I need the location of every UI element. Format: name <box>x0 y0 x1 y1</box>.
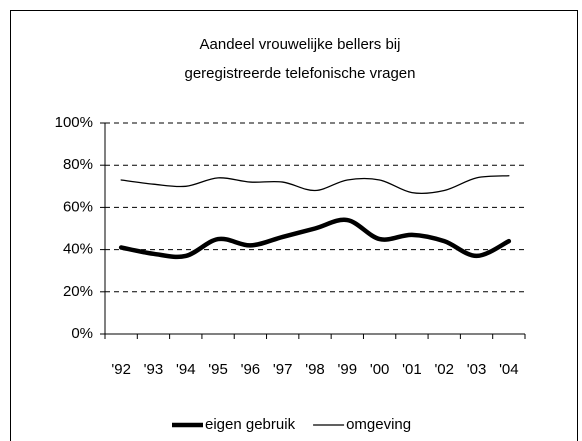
line-series <box>118 217 512 260</box>
y-tick-label: 80% <box>63 156 93 173</box>
y-tick-label: 40% <box>63 241 93 258</box>
x-tick-label: '95 <box>208 361 228 378</box>
x-tick-label: '92 <box>111 361 131 378</box>
legend-label: eigen gebruik <box>205 416 296 433</box>
x-tick-label: '97 <box>273 361 293 378</box>
x-tick-label: '00 <box>370 361 390 378</box>
x-tick-label: '01 <box>402 361 422 378</box>
line-series <box>120 175 510 195</box>
x-tick-label: '99 <box>338 361 358 378</box>
x-tick-label: '96 <box>241 361 261 378</box>
chart-title: Aandeel vrouwelijke bellers bij <box>200 36 401 53</box>
y-tick-label: 20% <box>63 283 93 300</box>
x-tick-label: '98 <box>305 361 325 378</box>
y-tick-label: 60% <box>63 198 93 215</box>
legend-label: omgeving <box>346 416 411 433</box>
y-tick-label: 100% <box>55 114 93 131</box>
x-tick-label: '93 <box>144 361 164 378</box>
y-tick-label: 0% <box>71 325 93 342</box>
chart-title: geregistreerde telefonische vragen <box>185 65 416 82</box>
x-tick-label: '02 <box>434 361 454 378</box>
x-tick-label: '03 <box>467 361 487 378</box>
x-tick-label: '04 <box>499 361 519 378</box>
x-tick-label: '94 <box>176 361 196 378</box>
